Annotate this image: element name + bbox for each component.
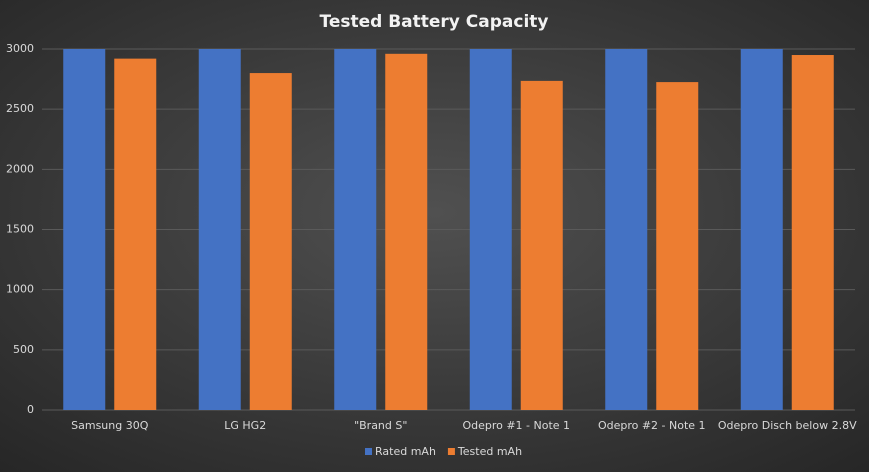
legend-label: Tested mAh <box>457 445 522 458</box>
legend-swatch <box>447 448 455 455</box>
x-tick-label: Odepro #1 - Note 1 <box>462 419 570 432</box>
bar <box>198 49 241 410</box>
x-tick-label: Samsung 30Q <box>71 419 149 432</box>
bar <box>334 49 377 410</box>
x-tick-label: Odepro #2 - Note 1 <box>598 419 706 432</box>
bar <box>249 73 292 411</box>
y-tick-label: 500 <box>13 343 34 356</box>
bar <box>385 53 428 411</box>
x-tick-label: LG HG2 <box>224 419 266 432</box>
bar <box>656 82 699 410</box>
legend-swatch <box>365 448 372 455</box>
bar <box>469 49 512 410</box>
bar <box>63 49 106 410</box>
legend-label: Rated mAh <box>375 445 436 458</box>
y-tick-label: 1500 <box>6 223 34 236</box>
x-tick-label: "Brand S" <box>354 419 407 432</box>
y-tick-label: 2000 <box>6 162 34 175</box>
bar <box>605 49 648 410</box>
chart-title: Tested Battery Capacity <box>319 12 548 32</box>
bar <box>740 49 783 410</box>
y-tick-label: 3000 <box>6 42 34 55</box>
bar <box>520 80 563 410</box>
bar <box>791 55 834 411</box>
y-tick-label: 2500 <box>6 102 34 115</box>
y-tick-label: 1000 <box>6 283 34 296</box>
y-tick-label: 0 <box>27 403 34 416</box>
bar <box>114 58 157 410</box>
x-tick-label: Odepro Disch below 2.8V <box>718 419 857 432</box>
